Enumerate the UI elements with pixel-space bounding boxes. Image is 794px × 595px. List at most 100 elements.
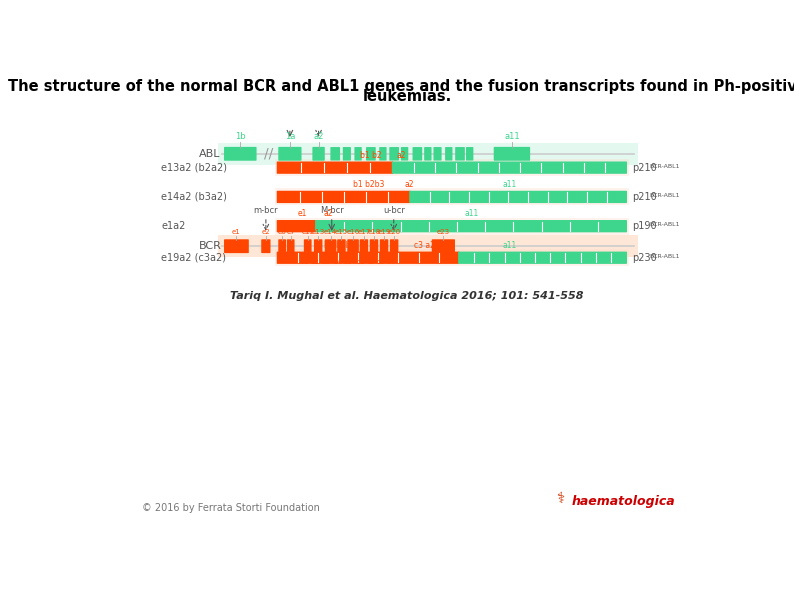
Text: a11: a11 bbox=[504, 133, 520, 142]
Text: e13: e13 bbox=[311, 230, 325, 236]
Text: e1: e1 bbox=[232, 230, 241, 236]
FancyBboxPatch shape bbox=[455, 147, 464, 161]
FancyBboxPatch shape bbox=[380, 239, 388, 253]
Text: e17: e17 bbox=[357, 230, 371, 236]
Text: e13a2 (b2a2): e13a2 (b2a2) bbox=[161, 162, 227, 173]
Text: p230: p230 bbox=[633, 253, 657, 263]
Text: a2: a2 bbox=[323, 209, 333, 218]
Text: BCR-ABL1: BCR-ABL1 bbox=[649, 164, 680, 168]
FancyBboxPatch shape bbox=[325, 239, 337, 253]
FancyBboxPatch shape bbox=[304, 239, 311, 253]
Text: M-bcr: M-bcr bbox=[320, 206, 344, 215]
Text: a2: a2 bbox=[314, 133, 324, 142]
Text: b2: b2 bbox=[310, 258, 319, 265]
FancyBboxPatch shape bbox=[261, 239, 271, 253]
Text: © 2016 by Ferrata Storti Foundation: © 2016 by Ferrata Storti Foundation bbox=[142, 503, 320, 513]
FancyBboxPatch shape bbox=[409, 191, 627, 203]
Text: e7: e7 bbox=[287, 230, 295, 236]
Text: e2: e2 bbox=[261, 230, 270, 236]
Text: ⚕: ⚕ bbox=[557, 491, 565, 506]
Text: e1a2: e1a2 bbox=[161, 221, 186, 231]
Text: c3: c3 bbox=[376, 258, 385, 265]
Text: e12: e12 bbox=[301, 230, 314, 236]
Text: haematologica: haematologica bbox=[572, 495, 676, 508]
FancyBboxPatch shape bbox=[337, 239, 345, 253]
Text: c3 a2: c3 a2 bbox=[414, 241, 435, 250]
Text: p210: p210 bbox=[633, 192, 657, 202]
FancyBboxPatch shape bbox=[224, 147, 256, 161]
FancyBboxPatch shape bbox=[347, 239, 359, 253]
FancyBboxPatch shape bbox=[278, 147, 302, 161]
Text: e14a2 (b3a2): e14a2 (b3a2) bbox=[161, 192, 227, 202]
Bar bbox=[276, 249, 629, 266]
Text: m-bcr: m-bcr bbox=[253, 206, 278, 215]
Text: e19: e19 bbox=[377, 230, 391, 236]
FancyBboxPatch shape bbox=[277, 220, 317, 232]
Text: e23: e23 bbox=[437, 230, 450, 236]
FancyBboxPatch shape bbox=[424, 147, 431, 161]
Text: ABL: ABL bbox=[198, 149, 220, 159]
Text: a11: a11 bbox=[503, 180, 517, 189]
Text: b1 b2: b1 b2 bbox=[360, 151, 381, 160]
FancyBboxPatch shape bbox=[494, 147, 530, 161]
FancyBboxPatch shape bbox=[401, 147, 408, 161]
Text: e18: e18 bbox=[368, 230, 380, 236]
FancyBboxPatch shape bbox=[277, 191, 410, 203]
FancyBboxPatch shape bbox=[312, 147, 325, 161]
Bar bbox=[218, 143, 638, 165]
Text: b5: b5 bbox=[344, 258, 353, 265]
FancyBboxPatch shape bbox=[366, 147, 376, 161]
Text: e19a2 (c3a2): e19a2 (c3a2) bbox=[161, 253, 226, 263]
FancyBboxPatch shape bbox=[277, 161, 393, 174]
FancyBboxPatch shape bbox=[287, 239, 295, 253]
FancyBboxPatch shape bbox=[466, 147, 473, 161]
FancyBboxPatch shape bbox=[370, 239, 378, 253]
Text: 1a: 1a bbox=[285, 133, 295, 142]
Text: a2: a2 bbox=[404, 180, 414, 189]
FancyBboxPatch shape bbox=[315, 220, 627, 232]
Text: BCR-ABL1: BCR-ABL1 bbox=[649, 193, 680, 198]
Text: a11: a11 bbox=[503, 151, 517, 160]
Text: c2: c2 bbox=[366, 258, 375, 265]
Text: b4: b4 bbox=[333, 258, 342, 265]
Text: b1: b1 bbox=[300, 258, 309, 265]
FancyBboxPatch shape bbox=[434, 147, 441, 161]
Text: p210: p210 bbox=[633, 162, 657, 173]
FancyBboxPatch shape bbox=[314, 239, 322, 253]
FancyBboxPatch shape bbox=[360, 239, 368, 253]
FancyBboxPatch shape bbox=[390, 239, 399, 253]
Text: 1b: 1b bbox=[235, 133, 245, 142]
Text: BCR-ABL1: BCR-ABL1 bbox=[649, 222, 680, 227]
FancyBboxPatch shape bbox=[380, 147, 387, 161]
FancyBboxPatch shape bbox=[277, 252, 460, 264]
Text: a2: a2 bbox=[397, 151, 407, 160]
FancyBboxPatch shape bbox=[458, 252, 627, 264]
Text: e1: e1 bbox=[298, 209, 307, 218]
FancyBboxPatch shape bbox=[354, 147, 362, 161]
Text: e15: e15 bbox=[335, 230, 348, 236]
Bar bbox=[276, 189, 629, 205]
Text: b1 b2b3: b1 b2b3 bbox=[353, 180, 384, 189]
Text: //: // bbox=[264, 147, 273, 161]
Text: a11: a11 bbox=[503, 241, 517, 250]
Bar bbox=[276, 159, 629, 176]
FancyBboxPatch shape bbox=[391, 161, 627, 174]
FancyBboxPatch shape bbox=[389, 147, 399, 161]
FancyBboxPatch shape bbox=[224, 239, 249, 253]
Text: Tariq I. Mughal et al. Haematologica 2016; 101: 541-558: Tariq I. Mughal et al. Haematologica 201… bbox=[230, 291, 584, 301]
Text: p190: p190 bbox=[633, 221, 657, 231]
Text: e20: e20 bbox=[387, 230, 401, 236]
FancyBboxPatch shape bbox=[343, 147, 351, 161]
FancyBboxPatch shape bbox=[278, 239, 286, 253]
Text: The structure of the normal BCR and ABL1 genes and the fusion transcripts found : The structure of the normal BCR and ABL1… bbox=[8, 79, 794, 94]
Text: e6: e6 bbox=[278, 230, 287, 236]
Text: b3: b3 bbox=[321, 258, 330, 265]
FancyBboxPatch shape bbox=[432, 239, 455, 253]
Text: a11: a11 bbox=[464, 209, 478, 218]
Text: c1: c1 bbox=[357, 258, 364, 265]
Bar bbox=[276, 218, 629, 234]
Text: u-bcr: u-bcr bbox=[383, 206, 405, 215]
FancyBboxPatch shape bbox=[445, 147, 453, 161]
Text: e16: e16 bbox=[346, 230, 360, 236]
Text: leukemias.: leukemias. bbox=[362, 89, 452, 104]
